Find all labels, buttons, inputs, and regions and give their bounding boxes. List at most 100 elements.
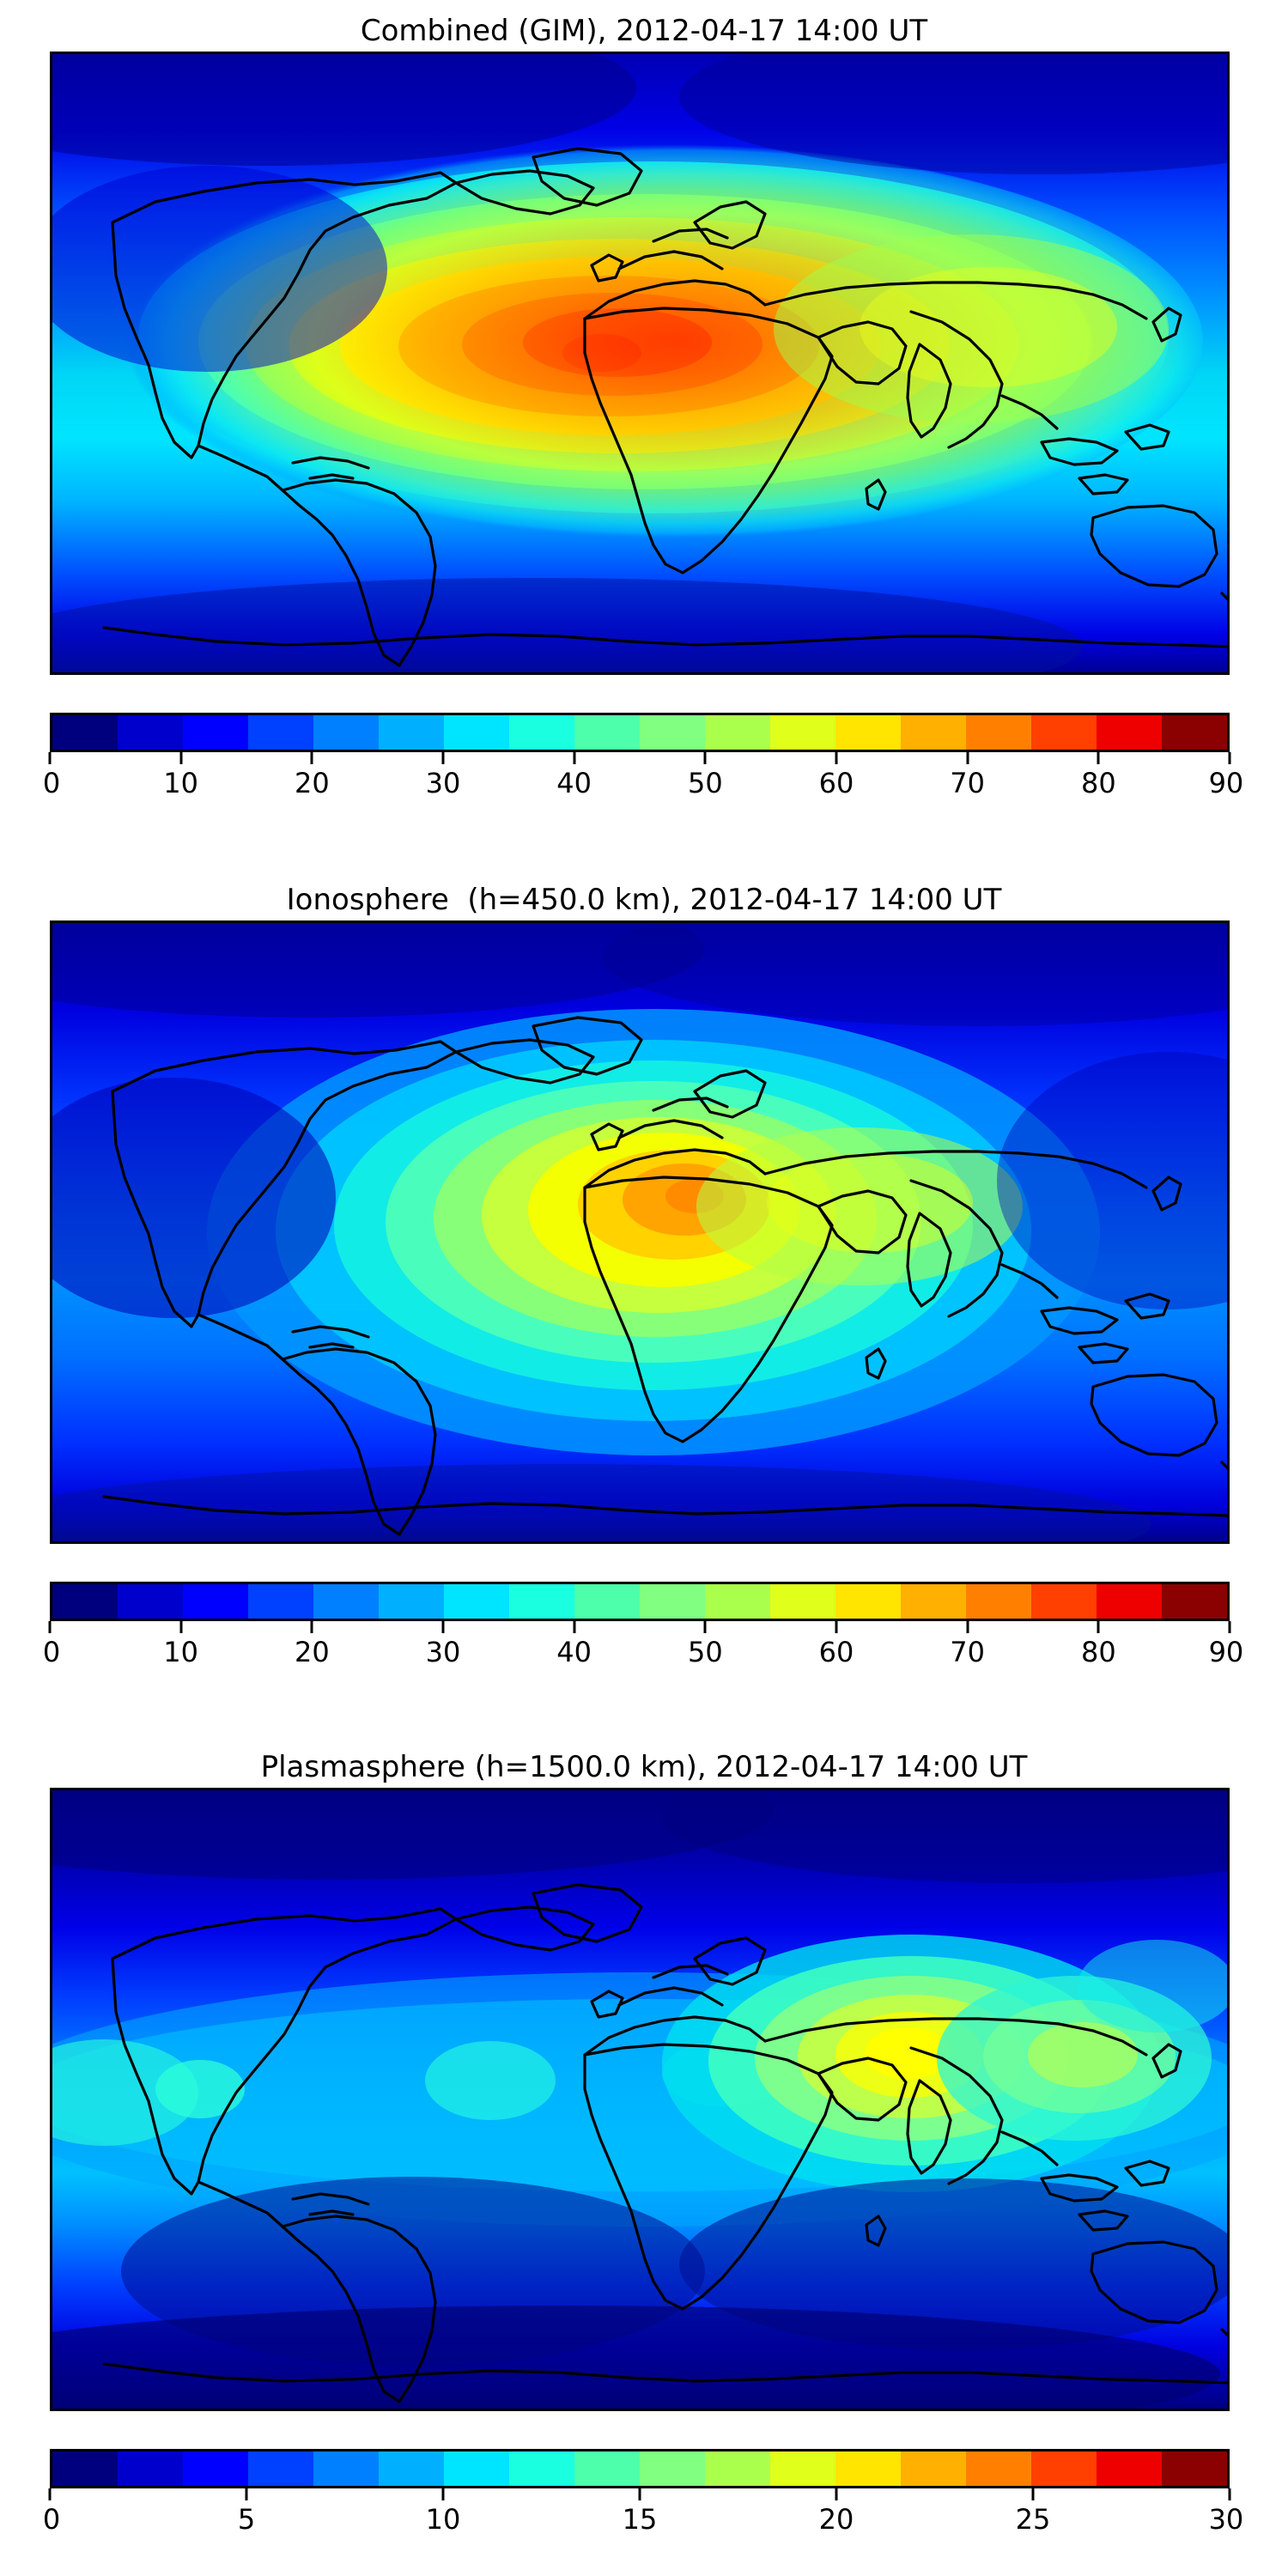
colorbar-segment	[183, 1584, 248, 1619]
colorbar-segment	[313, 1584, 379, 1619]
colorbar-segment	[118, 1584, 183, 1619]
colorbar-segment	[313, 2451, 379, 2486]
map-canvas-ionosphere	[52, 923, 1227, 1541]
colorbar-segment	[52, 2451, 118, 2486]
panel-title-combined-gim: Combined (GIM), 2012-04-17 14:00 UT	[360, 14, 928, 48]
colorbar-tick-label: 50	[687, 1636, 723, 1668]
colorbar-segment	[509, 1584, 574, 1619]
colorbar-ionosphere: 0 10 20 30 40 50 60 70 80 90	[43, 1582, 1243, 1673]
colorbar-segment	[1097, 1584, 1162, 1619]
panel-plasmasphere: Plasmasphere (h=1500.0 km), 2012-04-17 1…	[0, 1748, 1288, 1786]
colorbar-tick-label: 0	[42, 1636, 61, 1668]
colorbar-tick	[48, 1621, 52, 1633]
colorbar-segment	[770, 1584, 835, 1619]
colorbar-tick-label: 90	[1208, 767, 1244, 799]
colorbar-tick-label: 20	[818, 2503, 854, 2536]
colorbar-labels-combined-gim: 0 10 20 30 40 50 60 70 80 90	[43, 766, 1243, 804]
colorbar-tick	[48, 2488, 52, 2500]
colorbar-tick	[1228, 1621, 1231, 1633]
colorbar-segment	[835, 715, 901, 750]
colorbar-tick-label: 60	[818, 1636, 854, 1668]
colorbar-tick-label: 40	[556, 767, 592, 799]
colorbar-segment	[835, 1584, 901, 1619]
colorbar-tick-label: 70	[950, 1636, 986, 1668]
colorbar-ticks-combined-gim	[48, 752, 1231, 766]
colorbar-segment	[444, 2451, 509, 2486]
colorbar-tick-label: 20	[294, 767, 330, 799]
colorbar-ticks-plasmasphere	[48, 2488, 1231, 2502]
colorbar-segment	[574, 715, 640, 750]
colorbar-tick	[179, 752, 183, 764]
colorbar-tick	[835, 2488, 838, 2500]
colorbar-segment	[52, 1584, 118, 1619]
colorbar-tick-label: 0	[42, 2503, 61, 2536]
colorbar-tick-label: 15	[622, 2503, 658, 2536]
colorbar-segment	[379, 715, 444, 750]
colorbar-bar-combined-gim	[50, 713, 1230, 752]
colorbar-segment	[248, 715, 313, 750]
colorbar-segment	[183, 2451, 248, 2486]
colorbar-tick-label: 20	[294, 1636, 330, 1668]
colorbar-segment	[770, 715, 835, 750]
colorbar-tick-label: 5	[237, 2503, 256, 2536]
colorbar-segment	[705, 1584, 770, 1619]
colorbar-segment	[509, 2451, 574, 2486]
colorbar-segment	[509, 715, 574, 750]
colorbar-tick	[835, 1621, 838, 1633]
colorbar-segment	[379, 2451, 444, 2486]
colorbar-labels-plasmasphere: 0 5 10 15 20 25 30	[43, 2502, 1243, 2540]
colorbar-bar-plasmasphere	[50, 2449, 1230, 2488]
colorbar-tick	[441, 2488, 445, 2500]
map-ionosphere	[50, 920, 1230, 1544]
colorbar-combined-gim: 0 10 20 30 40 50 60 70 80 90	[43, 713, 1243, 804]
colorbar-segment	[1031, 1584, 1097, 1619]
colorbar-segment	[640, 2451, 705, 2486]
colorbar-segment	[1031, 715, 1097, 750]
colorbar-tick-label: 10	[163, 767, 199, 799]
panel-combined-gim: Combined (GIM), 2012-04-17 14:00 UT	[0, 12, 1288, 50]
colorbar-segment	[640, 1584, 705, 1619]
colorbar-tick	[1228, 2488, 1231, 2500]
colorbar-tick-label: 30	[425, 767, 461, 799]
colorbar-segment	[966, 2451, 1031, 2486]
panel-ionosphere: Ionosphere (h=450.0 km), 2012-04-17 14:0…	[0, 881, 1288, 919]
colorbar-segment	[444, 715, 509, 750]
colorbar-segment	[52, 715, 118, 750]
map-canvas-plasmasphere	[52, 1790, 1227, 2409]
colorbar-segment	[379, 1584, 444, 1619]
colorbar-segment	[901, 715, 966, 750]
panel-title-ionosphere: Ionosphere (h=450.0 km), 2012-04-17 14:0…	[286, 883, 1002, 917]
colorbar-tick-label: 10	[163, 1636, 199, 1668]
colorbar-tick	[310, 1621, 313, 1633]
colorbar-segment	[966, 1584, 1031, 1619]
colorbar-tick	[441, 1621, 445, 1633]
map-plasmasphere	[50, 1788, 1230, 2411]
colorbar-segment	[118, 715, 183, 750]
colorbar-tick-label: 70	[950, 767, 986, 799]
colorbar-segment	[313, 715, 379, 750]
colorbar-tick	[245, 2488, 248, 2500]
colorbar-tick	[573, 1621, 576, 1633]
colorbar-tick	[441, 752, 445, 764]
colorbar-segment	[901, 2451, 966, 2486]
colorbar-segment	[183, 715, 248, 750]
colorbar-tick-label: 30	[1208, 2503, 1244, 2536]
colorbar-segment	[1162, 715, 1227, 750]
colorbar-tick	[1031, 2488, 1035, 2500]
colorbar-tick-label: 90	[1208, 1636, 1244, 1668]
map-canvas-combined-gim	[52, 54, 1227, 672]
colorbar-tick	[703, 752, 707, 764]
colorbar-segment	[1031, 2451, 1097, 2486]
colorbar-tick-label: 10	[425, 2503, 461, 2536]
colorbar-segment	[1097, 2451, 1162, 2486]
panel-title-plasmasphere: Plasmasphere (h=1500.0 km), 2012-04-17 1…	[260, 1750, 1028, 1784]
colorbar-labels-ionosphere: 0 10 20 30 40 50 60 70 80 90	[43, 1635, 1243, 1673]
colorbar-tick-label: 80	[1080, 767, 1116, 799]
colorbar-segment	[1162, 2451, 1227, 2486]
colorbar-tick	[573, 752, 576, 764]
colorbar-segment	[1162, 1584, 1227, 1619]
colorbar-plasmasphere: 0 5 10 15 20 25 30	[43, 2449, 1243, 2540]
colorbar-segment	[901, 1584, 966, 1619]
colorbar-tick-label: 40	[556, 1636, 592, 1668]
